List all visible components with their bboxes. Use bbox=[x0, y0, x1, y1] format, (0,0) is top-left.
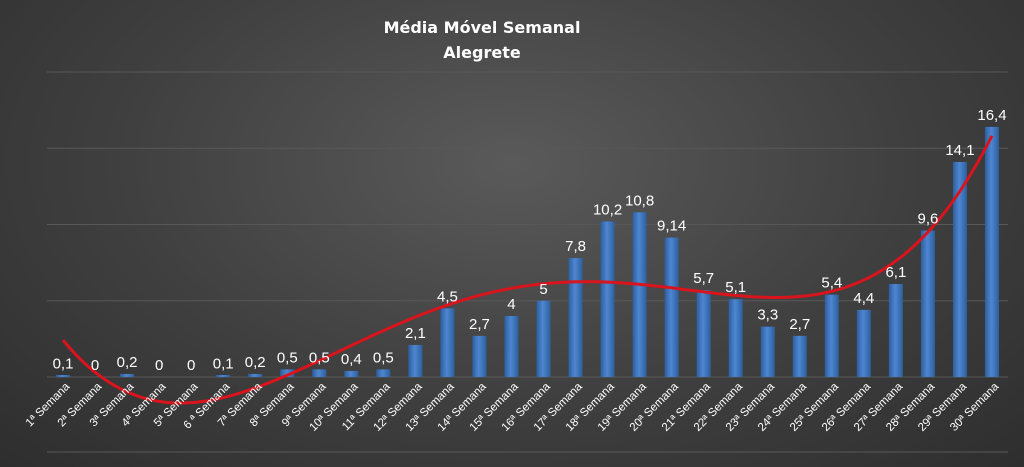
trendline-path bbox=[61, 135, 994, 405]
data-label: 10,2 bbox=[593, 201, 622, 218]
bar bbox=[792, 335, 807, 377]
chart-title: Média Móvel Semanal bbox=[384, 18, 581, 37]
gridlines bbox=[47, 71, 1008, 453]
bar-series bbox=[56, 126, 999, 378]
bar bbox=[696, 290, 711, 377]
bar bbox=[216, 375, 231, 377]
data-label: 0 bbox=[187, 357, 195, 374]
data-label: 3,3 bbox=[757, 307, 778, 324]
data-label: 2,1 bbox=[405, 325, 426, 342]
bar bbox=[472, 335, 487, 377]
bar bbox=[120, 373, 135, 377]
bar bbox=[312, 369, 327, 377]
bar bbox=[632, 212, 647, 377]
data-label: 0,4 bbox=[341, 351, 362, 368]
bar bbox=[408, 344, 423, 377]
data-label: 4,4 bbox=[853, 290, 874, 307]
data-label: 10,8 bbox=[625, 192, 654, 209]
bar bbox=[824, 294, 839, 377]
data-label: 16,4 bbox=[977, 107, 1006, 124]
chart-subtitle: Alegrete bbox=[443, 43, 521, 62]
bar bbox=[888, 283, 903, 377]
trendline bbox=[61, 135, 994, 405]
data-label: 0 bbox=[91, 357, 99, 374]
data-label: 5 bbox=[539, 281, 547, 298]
data-label: 4 bbox=[507, 296, 515, 313]
bar bbox=[248, 373, 263, 377]
data-label: 0,5 bbox=[373, 349, 394, 366]
data-label: 0,5 bbox=[277, 349, 298, 366]
data-label: 5,1 bbox=[725, 279, 746, 296]
bar bbox=[440, 308, 455, 377]
data-label: 0,1 bbox=[53, 355, 74, 372]
bar bbox=[568, 258, 583, 377]
data-label: 5,4 bbox=[821, 275, 842, 292]
data-label: 0 bbox=[155, 357, 163, 374]
bar bbox=[600, 221, 615, 377]
data-label: 6,1 bbox=[885, 264, 906, 281]
data-labels: 0,1 0 0,2 0 0 0,1 0,2 0,5 0,5 0,4 0,5 2,1 4,5 2,7 4 5 7,… bbox=[53, 107, 1007, 374]
bar bbox=[952, 161, 967, 377]
bar bbox=[984, 126, 999, 378]
bar bbox=[344, 370, 359, 377]
data-label: 7,8 bbox=[565, 238, 586, 255]
data-label: 0,2 bbox=[245, 354, 266, 371]
bar bbox=[856, 309, 871, 377]
bar bbox=[504, 316, 519, 377]
bar bbox=[664, 237, 679, 377]
data-label: 9,6 bbox=[917, 211, 938, 228]
data-label: 2,7 bbox=[469, 316, 490, 333]
bar bbox=[728, 299, 743, 377]
data-label: 5,7 bbox=[693, 270, 714, 287]
data-label: 4,5 bbox=[437, 288, 458, 305]
data-label: 9,14 bbox=[657, 218, 686, 235]
bar bbox=[536, 300, 551, 377]
data-label: 0,5 bbox=[309, 349, 330, 366]
bar bbox=[760, 326, 775, 377]
bar bbox=[920, 230, 935, 377]
data-label: 14,1 bbox=[945, 142, 974, 159]
data-label: 2,7 bbox=[789, 316, 810, 333]
data-label: 0,1 bbox=[213, 355, 234, 372]
bar bbox=[376, 369, 391, 377]
data-label: 0,2 bbox=[117, 354, 138, 371]
bar bbox=[56, 375, 71, 377]
bar bbox=[280, 369, 295, 377]
